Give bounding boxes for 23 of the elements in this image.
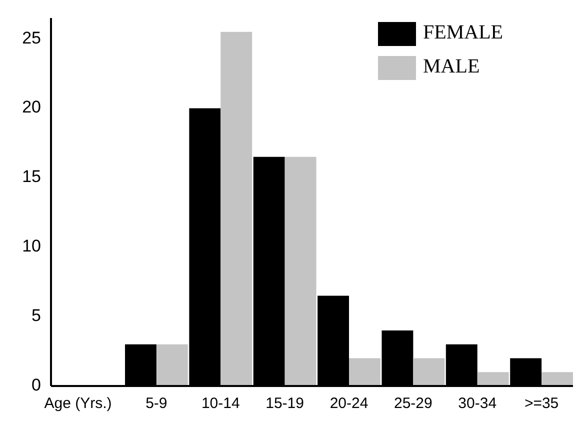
bar [220, 32, 252, 386]
y-tick-label: 0 [32, 375, 41, 394]
x-tick-label: 10-14 [201, 395, 240, 412]
y-tick-label: 20 [22, 98, 41, 117]
x-tick-label: 15-19 [266, 395, 304, 412]
bar [477, 372, 509, 386]
x-tick-label: 20-24 [330, 395, 368, 412]
x-axis-title: Age (Yrs.) [44, 395, 112, 412]
bar [284, 156, 316, 386]
bar [156, 344, 188, 386]
x-tick-label: 25-29 [394, 395, 432, 412]
bar [349, 358, 380, 386]
x-tick-label: >=35 [524, 395, 559, 412]
y-tick-label: 5 [32, 306, 41, 326]
bar [413, 358, 445, 386]
legend-label: MALE [423, 56, 480, 78]
y-tick-label: 15 [22, 167, 41, 186]
x-tick-label: 5-9 [146, 395, 168, 412]
bar [542, 372, 573, 386]
y-tick-label: 25 [22, 28, 41, 48]
x-tick-label: 30-34 [458, 395, 497, 412]
legend-label: FEMALE [423, 22, 503, 44]
y-tick-label: 10 [22, 236, 41, 256]
